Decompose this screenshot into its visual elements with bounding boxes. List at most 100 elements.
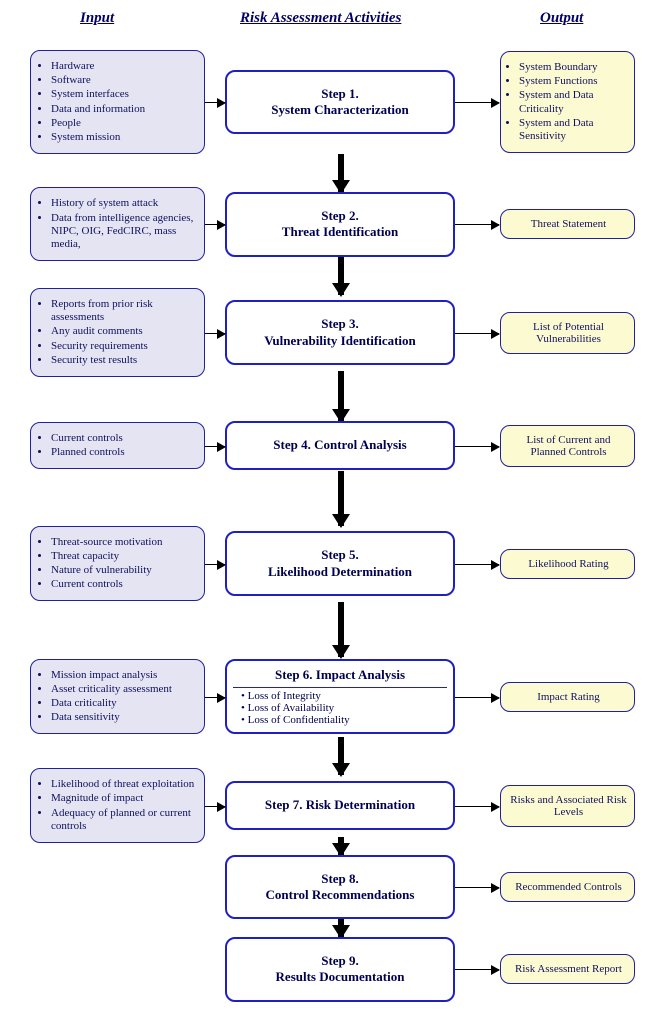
flow-row: Mission impact analysisAsset criticality… bbox=[10, 657, 644, 737]
input-item: Threat-source motivation bbox=[51, 536, 198, 549]
input-box: Reports from prior risk assessmentsAny a… bbox=[30, 288, 205, 377]
flow-row: Reports from prior risk assessmentsAny a… bbox=[10, 295, 644, 371]
input-item: Reports from prior risk assessments bbox=[51, 298, 198, 324]
step-title-line: Threat Identification bbox=[233, 224, 447, 240]
input-item: Likelihood of threat exploitation bbox=[51, 778, 198, 791]
output-text: List of Potential Vulnerabilities bbox=[509, 321, 628, 345]
step-title-line: Vulnerability Identification bbox=[233, 333, 447, 349]
step-box: Step 8.Control Recommendations bbox=[225, 855, 455, 920]
input-item: Planned controls bbox=[51, 446, 198, 459]
step-box: Step 6. Impact Analysis Loss of Integrity… bbox=[225, 659, 455, 734]
input-item: Security test results bbox=[51, 354, 198, 367]
output-box: Likelihood Rating bbox=[500, 549, 635, 579]
input-box: History of system attack Data from intell… bbox=[30, 187, 205, 261]
step-title: Step 7. Risk Determination bbox=[233, 797, 447, 813]
input-box: Current controlsPlanned controls bbox=[30, 422, 205, 469]
output-text: Risk Assessment Report bbox=[515, 963, 622, 975]
step-title-line: Step 9. bbox=[233, 953, 447, 969]
input-item: Threat capacity bbox=[51, 550, 198, 563]
arrow-down-icon bbox=[338, 602, 344, 657]
step-title: Step 3.Vulnerability Identification bbox=[233, 316, 447, 349]
step-box: Step 1.System Characterization bbox=[225, 70, 455, 135]
arrow-right-icon bbox=[455, 806, 499, 807]
flow-row: Current controlsPlanned controls Step 4. … bbox=[10, 421, 644, 471]
header-center: Risk Assessment Activities bbox=[240, 10, 401, 27]
arrow-right-icon bbox=[205, 333, 225, 334]
input-item: Nature of vulnerability bbox=[51, 564, 198, 577]
output-text: List of Current and Planned Controls bbox=[509, 434, 628, 458]
arrow-down-icon bbox=[338, 737, 344, 775]
step-title-line: System Characterization bbox=[233, 102, 447, 118]
output-box: List of Current and Planned Controls bbox=[500, 425, 635, 467]
input-item: Current controls bbox=[51, 432, 198, 445]
flow-row: History of system attack Data from intell… bbox=[10, 192, 644, 257]
input-item: Data and information bbox=[51, 103, 198, 116]
input-item: System interfaces bbox=[51, 88, 198, 101]
arrow-down-icon bbox=[338, 471, 344, 526]
input-item: Mission impact analysis bbox=[51, 669, 198, 682]
step-title-line: Step 5. bbox=[233, 547, 447, 563]
output-text: Impact Rating bbox=[537, 691, 600, 703]
step-title: Step 5.Likelihood Determination bbox=[233, 547, 447, 580]
output-item: System and Data Sensitivity bbox=[519, 117, 628, 143]
output-item: System Boundary bbox=[519, 61, 628, 74]
arrow-down-icon bbox=[338, 837, 344, 855]
step-title-line: Step 3. bbox=[233, 316, 447, 332]
input-item: Any audit comments bbox=[51, 325, 198, 338]
input-item: People bbox=[51, 117, 198, 130]
input-item: Software bbox=[51, 74, 198, 87]
input-item: Data from intelligence agencies, NIPC, O… bbox=[51, 212, 198, 252]
step-title: Step 4. Control Analysis bbox=[233, 437, 447, 453]
arrow-right-icon bbox=[205, 224, 225, 225]
arrow-right-icon bbox=[455, 102, 499, 103]
step-box: Step 7. Risk Determination bbox=[225, 781, 455, 829]
input-item: Adequacy of planned or current controls bbox=[51, 807, 198, 833]
output-box: Impact Rating bbox=[500, 682, 635, 712]
input-item: System mission bbox=[51, 131, 198, 144]
flow-row: Threat-source motivationThreat capacityN… bbox=[10, 526, 644, 602]
input-box: Mission impact analysisAsset criticality… bbox=[30, 659, 205, 735]
output-text: Threat Statement bbox=[531, 218, 606, 230]
arrow-right-icon bbox=[455, 224, 499, 225]
header-output: Output bbox=[540, 10, 583, 27]
flow-row: Step 8.Control RecommendationsRecommende… bbox=[10, 855, 644, 920]
step-title: Step 6. Impact Analysis bbox=[233, 667, 447, 683]
input-item: Magnitude of impact bbox=[51, 792, 198, 805]
input-item: Data criticality bbox=[51, 697, 198, 710]
arrow-right-icon bbox=[455, 697, 499, 698]
output-box: List of Potential Vulnerabilities bbox=[500, 312, 635, 354]
arrow-right-icon bbox=[205, 446, 225, 447]
input-item: Hardware bbox=[51, 60, 198, 73]
arrow-right-icon bbox=[205, 697, 225, 698]
step-title: Step 1.System Characterization bbox=[233, 86, 447, 119]
arrow-right-icon bbox=[205, 806, 225, 807]
step-sublist: Loss of IntegrityLoss of AvailabilityLos… bbox=[233, 687, 447, 726]
step-title: Step 9.Results Documentation bbox=[233, 953, 447, 986]
flowchart: HardwareSoftwareSystem interfaces Data an… bbox=[10, 50, 644, 1002]
step-box: Step 5.Likelihood Determination bbox=[225, 531, 455, 596]
flow-row: Likelihood of threat exploitationMagnitu… bbox=[10, 775, 644, 837]
arrow-right-icon bbox=[455, 333, 499, 334]
step-title-line: Results Documentation bbox=[233, 969, 447, 985]
flow-row: HardwareSoftwareSystem interfaces Data an… bbox=[10, 50, 644, 154]
step-sub-item: Loss of Integrity bbox=[241, 690, 447, 702]
step-title: Step 8.Control Recommendations bbox=[233, 871, 447, 904]
header-input: Input bbox=[80, 10, 114, 27]
step-title-line: Step 2. bbox=[233, 208, 447, 224]
input-box: Likelihood of threat exploitationMagnitu… bbox=[30, 768, 205, 843]
flow-row: Step 9.Results Documentation Risk Assessm… bbox=[10, 937, 644, 1002]
arrow-down-icon bbox=[338, 919, 344, 937]
arrow-right-icon bbox=[205, 564, 225, 565]
arrow-right-icon bbox=[455, 564, 499, 565]
output-text: Likelihood Rating bbox=[528, 558, 608, 570]
step-box: Step 9.Results Documentation bbox=[225, 937, 455, 1002]
arrow-right-icon bbox=[205, 102, 225, 103]
step-title-line: Control Recommendations bbox=[233, 887, 447, 903]
step-box: Step 3.Vulnerability Identification bbox=[225, 300, 455, 365]
input-item: History of system attack bbox=[51, 197, 198, 210]
output-box: System BoundarySystem Functions System an… bbox=[500, 51, 635, 153]
step-title: Step 2.Threat Identification bbox=[233, 208, 447, 241]
output-item: System Functions bbox=[519, 75, 628, 88]
input-item: Data sensitivity bbox=[51, 711, 198, 724]
arrow-down-icon bbox=[338, 257, 344, 295]
